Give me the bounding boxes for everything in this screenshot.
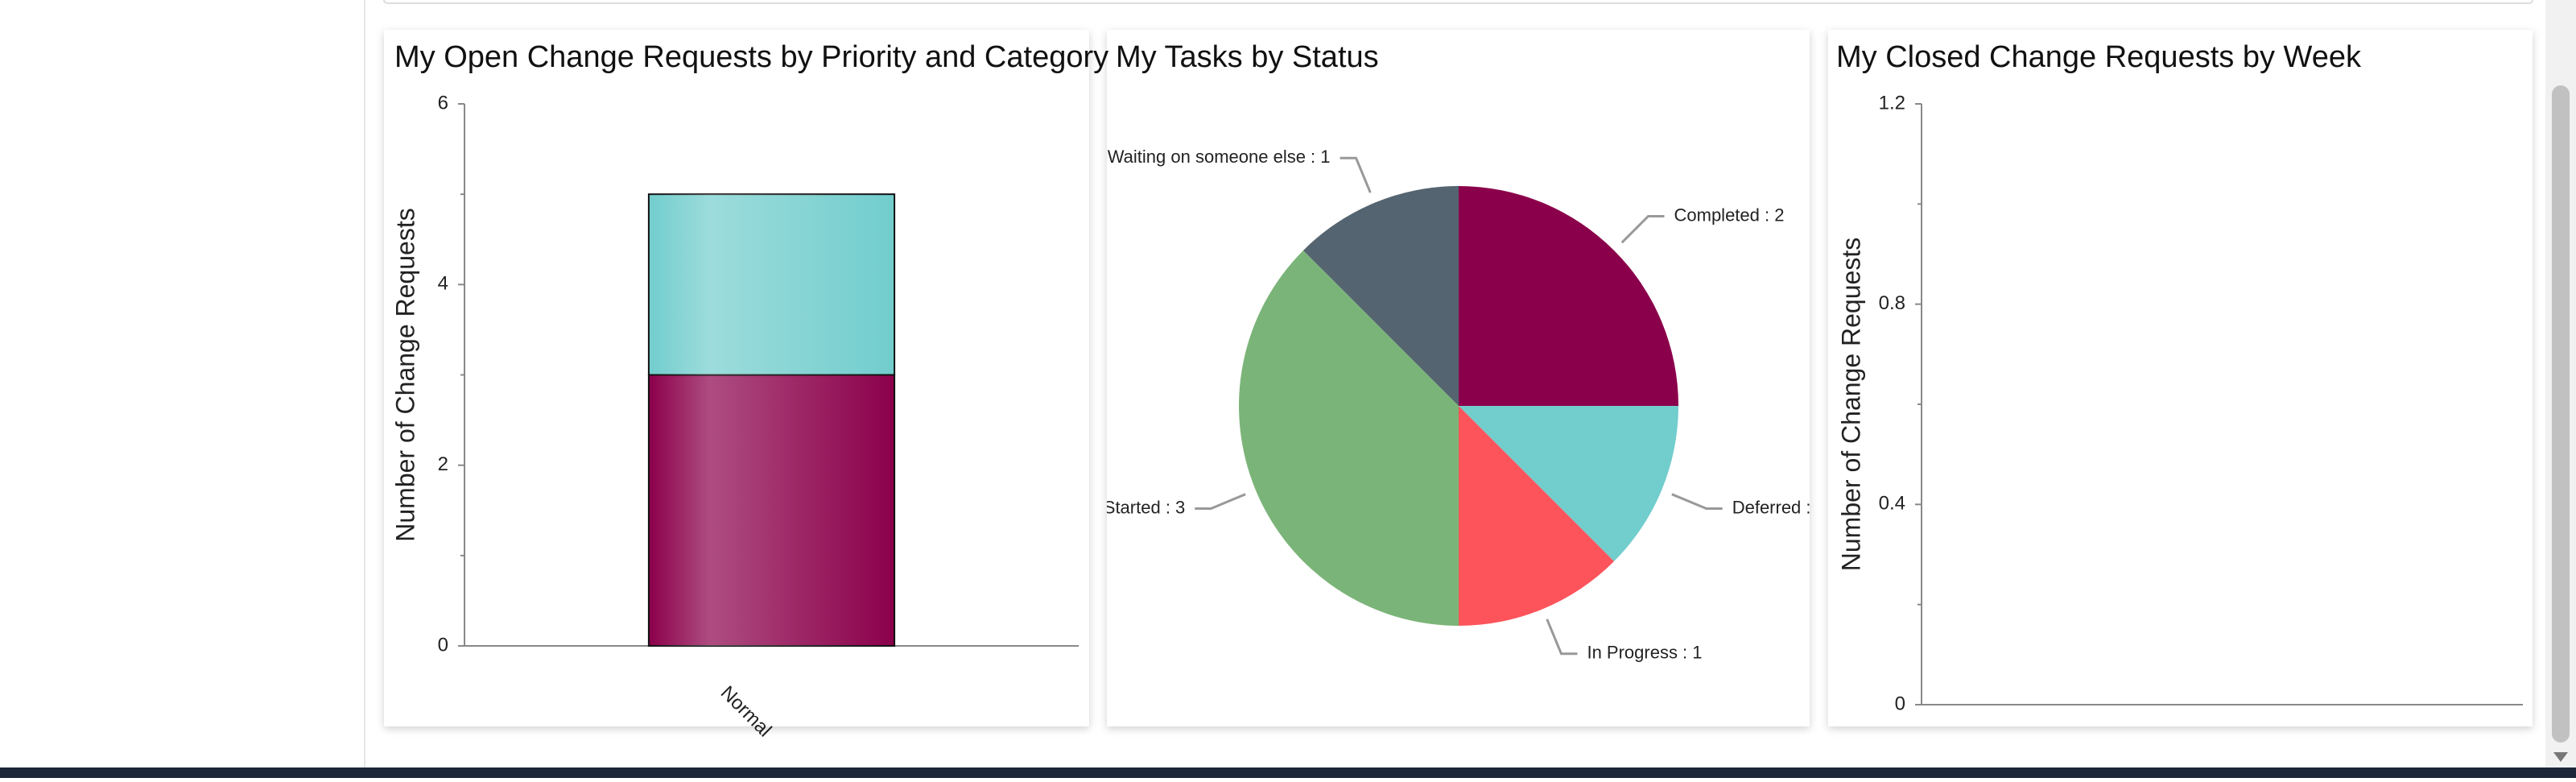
taskbar [0, 768, 2576, 778]
y-tick-label: 4 [438, 273, 448, 295]
y-axis-label: Number of Change Requests [1836, 238, 1865, 571]
chart-title: My Tasks by Status [1116, 40, 1379, 74]
y-tick-label: 2 [438, 453, 448, 475]
pie-slice [1302, 186, 1459, 406]
chart-title: My Open Change Requests by Priority and … [394, 40, 1108, 74]
chart: My Tasks by Status Completed : 2 Deferred … [1071, 40, 1826, 663]
slice-label: Not Started : 3 [1071, 497, 1185, 517]
bar-sheen [648, 194, 895, 375]
y-tick-label: 0.4 [1879, 493, 1905, 515]
y-tick-label: 0 [438, 634, 448, 656]
pie-slice [1459, 406, 1678, 562]
y-tick-label: 0.8 [1879, 292, 1905, 314]
slice-label: Deferred : 1 [1732, 497, 1826, 517]
scroll-arrow[interactable] [2553, 752, 2568, 762]
pie-slice [1459, 186, 1678, 406]
top-panel [383, 0, 2533, 4]
bar-sheen [648, 374, 895, 646]
slice-label: Waiting on someone else : 1 [1108, 147, 1331, 167]
leader-line [1546, 619, 1578, 656]
chart: My Open Change Requests by Priority and … [390, 40, 1108, 741]
scrollbar-thumb[interactable] [2552, 85, 2570, 743]
pie-slice [1459, 406, 1615, 627]
chart-title: My Closed Change Requests by Week [1836, 40, 2362, 74]
y-tick-label: 6 [438, 92, 448, 114]
chart: My Closed Change Requests by Week 0 0.4 0.8… [1836, 40, 2523, 714]
slice-label: Completed : 2 [1674, 205, 1785, 225]
leader-line [1340, 156, 1372, 193]
pie-slice [1238, 250, 1459, 626]
y-tick-label: 1.2 [1879, 92, 1905, 114]
leader-line [1195, 493, 1246, 510]
panel [1828, 30, 2533, 726]
y-tick-label: 0 [1895, 693, 1905, 714]
y-axis-label: Number of Change Requests [390, 208, 419, 541]
leader-line [1620, 214, 1665, 244]
leader-line [1671, 493, 1723, 510]
slice-label: In Progress : 1 [1587, 643, 1702, 663]
